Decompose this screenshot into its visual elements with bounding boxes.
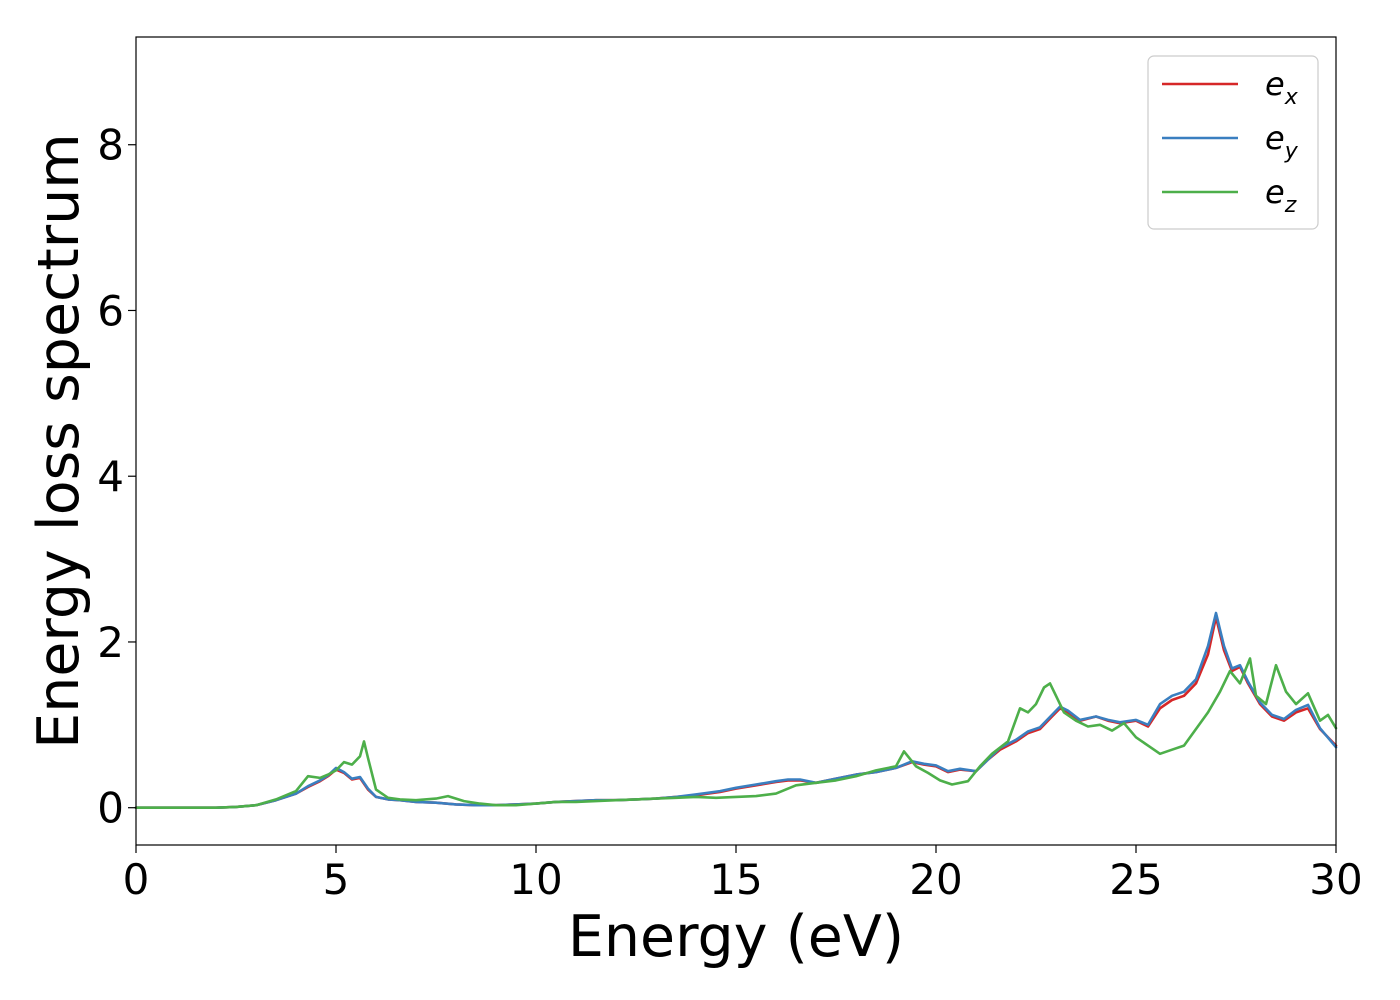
x-tick-label: 10 [509,855,562,904]
x-tick-label: 20 [909,855,962,904]
y-tick-label: 2 [97,618,124,667]
y-tick-label: 6 [97,286,124,335]
legend-box [1147,55,1319,230]
y-axis: 0 2 4 6 8 [97,121,136,833]
legend: ex ey ez [1147,55,1319,230]
legend-label-x: ex [1265,65,1299,110]
x-axis-title: Energy (eV) [568,904,904,970]
x-axis: 0 5 10 15 20 25 30 [123,845,1363,904]
x-tick-label: 5 [323,855,350,904]
series-layer [134,611,1338,810]
x-tick-label: 25 [1109,855,1162,904]
legend-label-y: ey [1265,119,1299,164]
x-tick-label: 30 [1309,855,1362,904]
x-tick-label: 15 [709,855,762,904]
y-axis-title: Energy loss spectrum [26,133,92,749]
y-tick-label: 8 [97,121,124,170]
y-tick-label: 4 [97,452,124,501]
y-tick-label: 0 [97,784,124,833]
plot-area [136,37,1336,845]
x-tick-label: 0 [123,855,150,904]
legend-label-z: ez [1265,173,1297,218]
series-line-z [134,657,1338,810]
